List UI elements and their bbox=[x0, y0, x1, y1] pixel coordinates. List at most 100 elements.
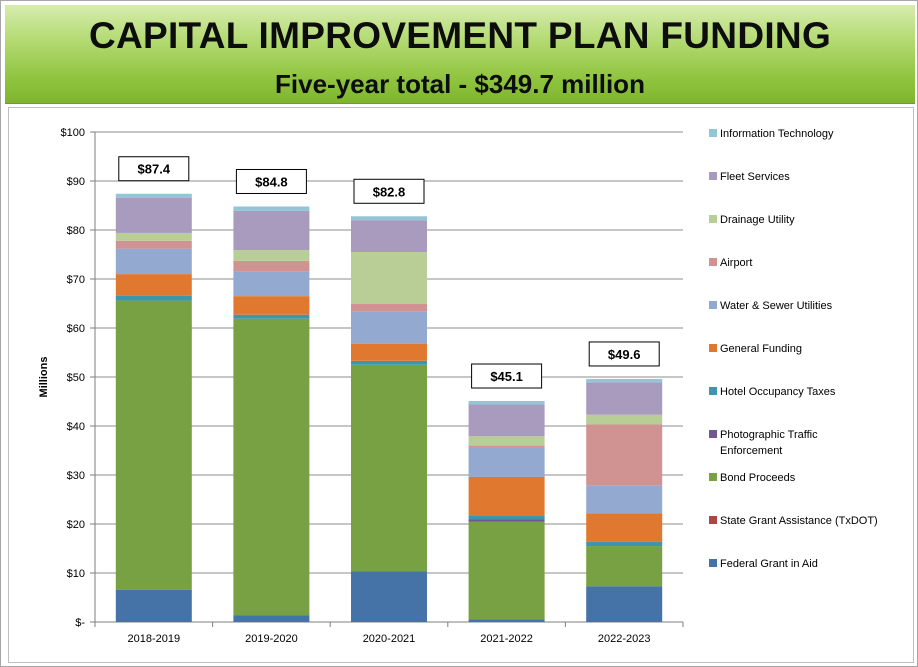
stacked-bar-chart: $- $10 $20 $30 $40 $50 $60 $70 $80 $90 $100 Million… bbox=[38, 127, 878, 645]
bar-segment bbox=[233, 271, 310, 297]
bar-segment bbox=[233, 210, 310, 251]
title-banner: CAPITAL IMPROVEMENT PLAN FUNDING Five-ye… bbox=[5, 5, 915, 104]
bar-segment bbox=[233, 296, 310, 315]
bar-segment bbox=[586, 586, 663, 622]
legend-swatch bbox=[709, 387, 717, 395]
bar-segment bbox=[115, 197, 192, 233]
bar-segment bbox=[233, 314, 310, 319]
x-tick-label: 2019-2020 bbox=[245, 633, 298, 645]
bar-segment bbox=[468, 447, 545, 477]
bar-segment bbox=[468, 521, 545, 620]
y-tick-label: $40 bbox=[67, 421, 85, 433]
bar-segment bbox=[468, 436, 545, 446]
bar-segment bbox=[586, 541, 663, 547]
y-tick-label: $90 bbox=[67, 176, 85, 188]
legend-label: Water & Sewer Utilities bbox=[720, 300, 833, 312]
total-label: $49.6 bbox=[608, 347, 641, 362]
y-axis-title: Millions bbox=[38, 357, 50, 398]
legend-label: Drainage Utility bbox=[720, 214, 795, 226]
x-tick-label: 2018-2019 bbox=[127, 633, 180, 645]
legend-swatch bbox=[709, 559, 717, 567]
bar-segment bbox=[586, 424, 663, 486]
total-box bbox=[588, 341, 660, 367]
legend-swatch bbox=[709, 258, 717, 266]
bar-segment bbox=[233, 318, 310, 616]
bar-segment bbox=[233, 615, 310, 622]
bar-segment bbox=[351, 216, 427, 221]
bar-segment bbox=[115, 193, 192, 198]
y-tick-label: $50 bbox=[67, 372, 85, 384]
y-tick-label: $- bbox=[75, 617, 85, 629]
total-box bbox=[471, 363, 543, 389]
total-box bbox=[353, 178, 425, 204]
bar-segment bbox=[351, 303, 427, 312]
legend-label: Enforcement bbox=[720, 445, 782, 457]
bar-segment bbox=[233, 250, 310, 261]
y-tick-label: $100 bbox=[61, 127, 85, 139]
bar-segment bbox=[351, 311, 427, 344]
y-tick-label: $80 bbox=[67, 225, 85, 237]
legend-swatch bbox=[709, 516, 717, 524]
chart-subtitle: Five-year total - $349.7 million bbox=[275, 69, 645, 99]
bar-segment bbox=[115, 232, 192, 241]
bar-segment bbox=[468, 404, 545, 437]
total-box bbox=[118, 156, 190, 182]
legend-label: Federal Grant in Aid bbox=[720, 558, 818, 570]
legend-label: Information Technology bbox=[720, 128, 834, 140]
total-label: $84.8 bbox=[255, 174, 288, 189]
legend-swatch bbox=[709, 473, 717, 481]
chart-area: $- $10 $20 $30 $40 $50 $60 $70 $80 $90 $100 Million… bbox=[8, 107, 914, 663]
bar-segment bbox=[468, 519, 545, 522]
y-tick-label: $60 bbox=[67, 323, 85, 335]
legend-swatch bbox=[709, 344, 717, 352]
legend-label: Fleet Services bbox=[720, 171, 790, 183]
legend-label: Photographic Traffic bbox=[720, 429, 818, 441]
bar-segment bbox=[586, 513, 663, 542]
bar-segment bbox=[115, 274, 192, 296]
legend-swatch bbox=[709, 430, 717, 438]
total-label: $82.8 bbox=[373, 184, 406, 199]
legend-label: Airport bbox=[720, 257, 752, 269]
bar-segment bbox=[468, 476, 545, 516]
total-box bbox=[235, 168, 307, 194]
bar-segment bbox=[115, 589, 192, 622]
legend-label: General Funding bbox=[720, 343, 802, 355]
total-label: $45.1 bbox=[490, 369, 523, 384]
legend-label: State Grant Assistance (TxDOT) bbox=[720, 515, 878, 527]
bar-segment bbox=[351, 571, 427, 622]
bar-segment bbox=[351, 252, 427, 304]
chart-title: CAPITAL IMPROVEMENT PLAN FUNDING bbox=[88, 15, 832, 56]
bar-segment bbox=[351, 220, 427, 253]
bar-segment bbox=[468, 619, 545, 622]
x-tick-label: 2020-2021 bbox=[363, 633, 416, 645]
bar-segment bbox=[351, 343, 427, 361]
legend-swatch bbox=[709, 129, 717, 137]
y-tick-label: $70 bbox=[67, 274, 85, 286]
legend-label: Bond Proceeds bbox=[720, 472, 796, 484]
bar-segment bbox=[115, 300, 192, 590]
legend-swatch bbox=[709, 301, 717, 309]
x-tick-label: 2021-2022 bbox=[480, 633, 533, 645]
bar-segment bbox=[468, 401, 545, 405]
bar-segment bbox=[115, 295, 192, 301]
bar-segment bbox=[586, 378, 663, 383]
bar-segment bbox=[586, 414, 663, 425]
bar-segment bbox=[468, 445, 545, 448]
bar-segment bbox=[351, 364, 427, 572]
bar-segment bbox=[351, 360, 427, 365]
x-tick-label: 2022-2023 bbox=[598, 633, 651, 645]
bar-segment bbox=[468, 515, 545, 520]
bar-segment bbox=[586, 546, 663, 587]
bar-segment bbox=[115, 240, 192, 249]
y-tick-label: $10 bbox=[67, 568, 85, 580]
legend-swatch bbox=[709, 172, 717, 180]
y-tick-label: $30 bbox=[67, 470, 85, 482]
bar-segment bbox=[115, 248, 192, 275]
y-tick-label: $20 bbox=[67, 519, 85, 531]
total-label: $87.4 bbox=[138, 162, 171, 177]
bar-segment bbox=[586, 382, 663, 415]
legend-label: Hotel Occupancy Taxes bbox=[720, 386, 836, 398]
bar-segment bbox=[233, 206, 310, 211]
legend-swatch bbox=[709, 215, 717, 223]
